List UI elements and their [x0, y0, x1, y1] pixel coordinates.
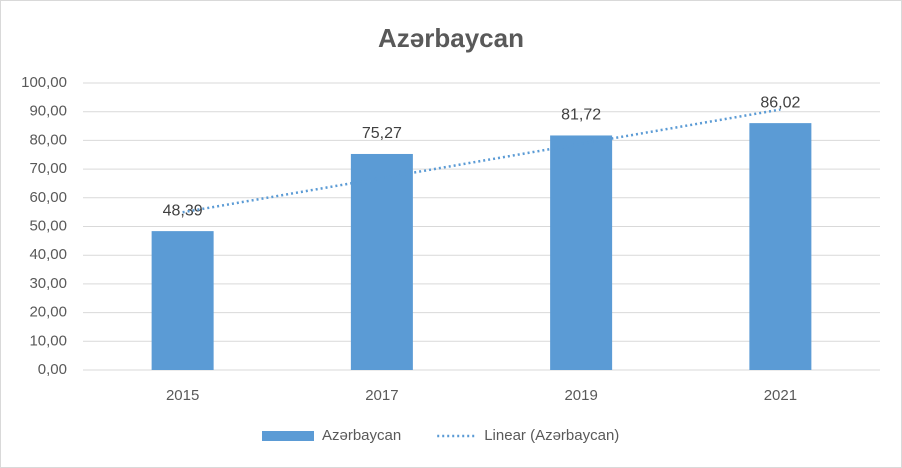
data-label: 86,02: [760, 94, 800, 111]
y-tick-label: 20,00: [29, 304, 67, 321]
legend-label: Linear (Azərbaycan): [484, 427, 619, 444]
y-tick-label: 10,00: [29, 332, 67, 349]
bar: [550, 135, 613, 370]
data-label: 75,27: [362, 125, 402, 142]
x-tick-label: 2021: [764, 387, 797, 404]
chart-title: Azərbaycan: [378, 23, 524, 53]
data-label: 81,72: [561, 107, 601, 124]
y-tick-label: 50,00: [29, 217, 67, 234]
y-tick-label: 70,00: [29, 160, 67, 177]
y-tick-label: 90,00: [29, 103, 67, 120]
data-label: 48,39: [163, 202, 203, 219]
bar: [151, 231, 214, 370]
y-tick-label: 60,00: [29, 189, 67, 206]
bar: [749, 123, 812, 371]
y-tick-label: 40,00: [29, 246, 67, 263]
y-tick-label: 80,00: [29, 131, 67, 148]
x-tick-label: 2019: [564, 387, 597, 404]
y-tick-label: 30,00: [29, 275, 67, 292]
y-tick-label: 100,00: [21, 74, 67, 91]
legend-swatch: [262, 431, 314, 441]
trend-line: [182, 108, 781, 214]
bar: [350, 153, 413, 370]
x-tick-label: 2017: [365, 387, 398, 404]
y-tick-label: 0,00: [38, 361, 67, 378]
x-tick-label: 2015: [166, 387, 199, 404]
legend-label: Azərbaycan: [322, 427, 401, 444]
